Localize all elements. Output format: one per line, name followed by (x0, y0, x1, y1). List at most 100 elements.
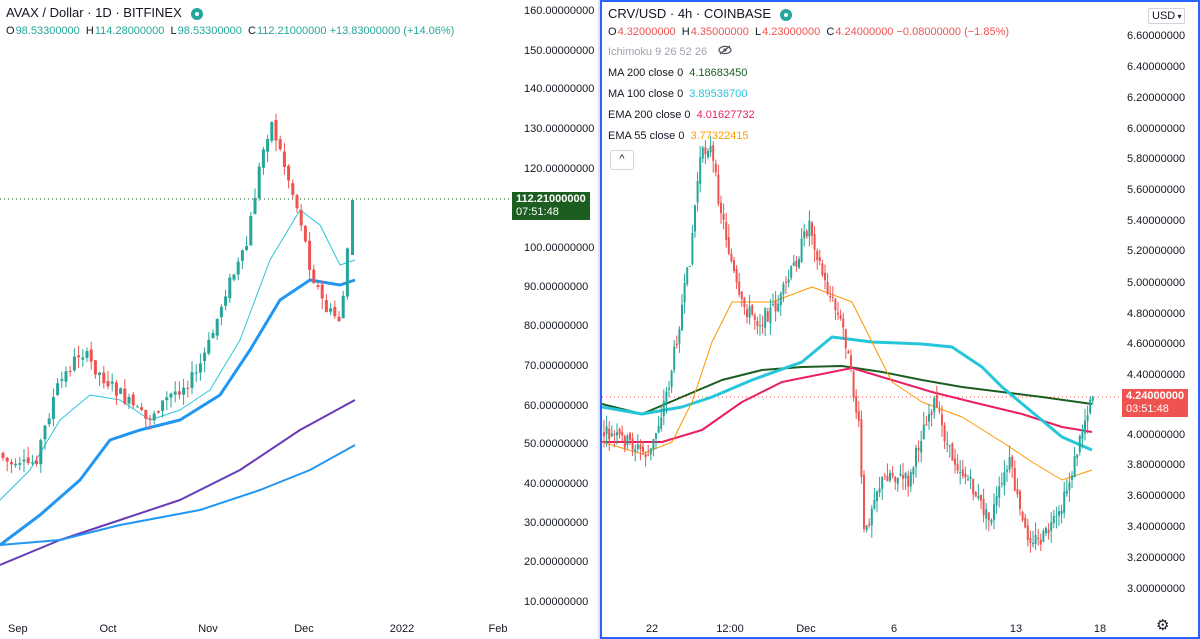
price-axis-label: 5.60000000 (1127, 184, 1185, 196)
crv-candle-body (1039, 539, 1042, 545)
crv-candle-body (774, 301, 777, 312)
price-axis-label: 10.00000000 (524, 596, 588, 608)
crv-candle-body (665, 391, 668, 404)
avax-change: +13.83000000 (+14.06%) (329, 25, 455, 37)
crv-candle-body (787, 279, 790, 283)
crv-candle-body (964, 473, 967, 478)
avax-chart-pane[interactable]: 160.00000000 150.00000000 140.00000000 130.… (0, 0, 598, 639)
avax-candle-body (345, 248, 349, 297)
avax-candle-body (39, 440, 43, 465)
avax-candle-body (203, 352, 207, 361)
crv-candle-body (701, 147, 704, 159)
crv-candle-body (995, 496, 998, 506)
price-axis-label: 160.00000000 (524, 5, 594, 17)
crv-candle-body (946, 443, 949, 445)
crv-candle-body (782, 284, 785, 295)
crv-candle-body (961, 469, 964, 476)
crv-candle-body (870, 508, 873, 526)
crv-candle-body (1050, 522, 1053, 531)
price-axis-label: 6.00000000 (1127, 123, 1185, 135)
crv-candle-body (613, 433, 616, 435)
crv-candle-body (766, 311, 769, 322)
crv-candle-body (969, 476, 972, 479)
avax-candle-body (114, 382, 118, 396)
currency-label: USD (1152, 10, 1176, 22)
crv-candle-body (1052, 516, 1055, 524)
currency-button[interactable]: USD ▾ (1148, 8, 1186, 24)
avax-candle-body (148, 418, 152, 420)
price-axis-label: 4.00000000 (1127, 429, 1185, 441)
time-axis-label: Feb (489, 623, 508, 635)
indicator-row-ema55[interactable]: EMA 55 close 0 3.77322415 (608, 126, 1009, 147)
crv-candle-body (785, 281, 787, 283)
crv-candle-body (998, 486, 1001, 498)
indicator-row-ichimoku[interactable]: Ichimoku 9 26 52 26 (608, 41, 1009, 63)
crv-candle-body (681, 304, 683, 331)
crv-candle-body (972, 479, 975, 495)
crv-candle-body (886, 475, 889, 482)
price-axis-label: 6.60000000 (1127, 30, 1185, 42)
crv-candle-body (941, 414, 943, 426)
avax-candle-body (232, 274, 236, 280)
price-axis-label: 4.60000000 (1127, 338, 1185, 350)
crv-candle-body (704, 147, 707, 155)
time-axis-label: Dec (294, 623, 314, 635)
avax-candle-body (266, 139, 270, 152)
crv-candle-body (808, 220, 811, 237)
crv-ohlc-row: O4.32000000 H4.35000000 L4.23000000 C4.2… (608, 26, 1010, 38)
avax-last-candle (351, 200, 354, 255)
crv-candle-body (678, 329, 681, 344)
avax-candle-body (93, 360, 97, 375)
avax-candle-body (324, 300, 328, 312)
avax-candle-body (131, 394, 135, 406)
crv-candle-chart[interactable]: 6.60000000 6.40000000 6.20000000 6.00000000… (602, 2, 1198, 637)
avax-candle-body (320, 284, 324, 299)
indicator-row-ma200[interactable]: MA 200 close 0 4.18683450 (608, 63, 1009, 84)
crv-candle-body (751, 304, 754, 315)
gear-icon[interactable]: ⚙ (1156, 617, 1170, 634)
avax-candle-body (18, 463, 22, 465)
crv-candle-body (907, 475, 910, 487)
crv-candle-body (1029, 538, 1032, 543)
crv-candle-body (831, 297, 834, 299)
pane-divider[interactable] (598, 0, 600, 639)
crv-candle-body (1011, 456, 1014, 468)
crv-candle-body (1013, 467, 1016, 491)
avax-candle-body (299, 210, 303, 226)
crv-candle-body (722, 213, 725, 220)
avax-candle-chart[interactable]: 160.00000000 150.00000000 140.00000000 130.… (0, 0, 598, 639)
crv-candle-body (865, 525, 868, 530)
indicator-row-ma100[interactable]: MA 100 close 0 3.89536700 (608, 84, 1009, 105)
price-axis-label: 3.20000000 (1127, 552, 1185, 564)
indicator-value: 3.77322415 (690, 130, 749, 142)
avax-symbol-title[interactable]: AVAX / Dollar · 1D · BITFINEX (6, 5, 182, 20)
crv-candle-body (647, 454, 650, 456)
avax-candle-body (240, 250, 244, 261)
crv-candle-body (990, 520, 993, 523)
time-axis-label: Oct (99, 623, 116, 635)
crv-candle-body (860, 419, 863, 477)
avax-candle-body (236, 261, 240, 275)
indicator-row-ema200[interactable]: EMA 200 close 0 4.01627732 (608, 105, 1009, 126)
crv-chart-pane[interactable]: 6.60000000 6.40000000 6.20000000 6.00000000… (600, 0, 1200, 639)
crv-symbol-title[interactable]: CRV/USD · 4h · COINBASE (608, 6, 772, 21)
avax-candle-body (81, 357, 85, 360)
avax-candle-body (198, 363, 202, 373)
collapse-legend-button[interactable]: ^ (610, 150, 634, 170)
crv-candle-body (735, 268, 738, 283)
crv-candle-body (712, 145, 715, 161)
avax-candle-body (1, 452, 5, 459)
crv-candle-body (891, 472, 894, 477)
time-axis-label: Nov (198, 623, 218, 635)
price-axis-label: 30.00000000 (524, 517, 588, 529)
crv-candle-body (1045, 527, 1047, 534)
avax-low: 98.53300000 (177, 25, 242, 37)
crv-candle-body (1016, 489, 1019, 495)
hidden-eye-icon[interactable] (718, 41, 732, 62)
avax-candle-body (312, 269, 316, 284)
indicator-name: EMA 55 close 0 (608, 130, 685, 142)
avax-candle-body (190, 372, 194, 388)
avax-candle-body (135, 406, 139, 408)
crv-candle-body (1063, 491, 1066, 513)
crv-candle-body (1034, 535, 1037, 544)
